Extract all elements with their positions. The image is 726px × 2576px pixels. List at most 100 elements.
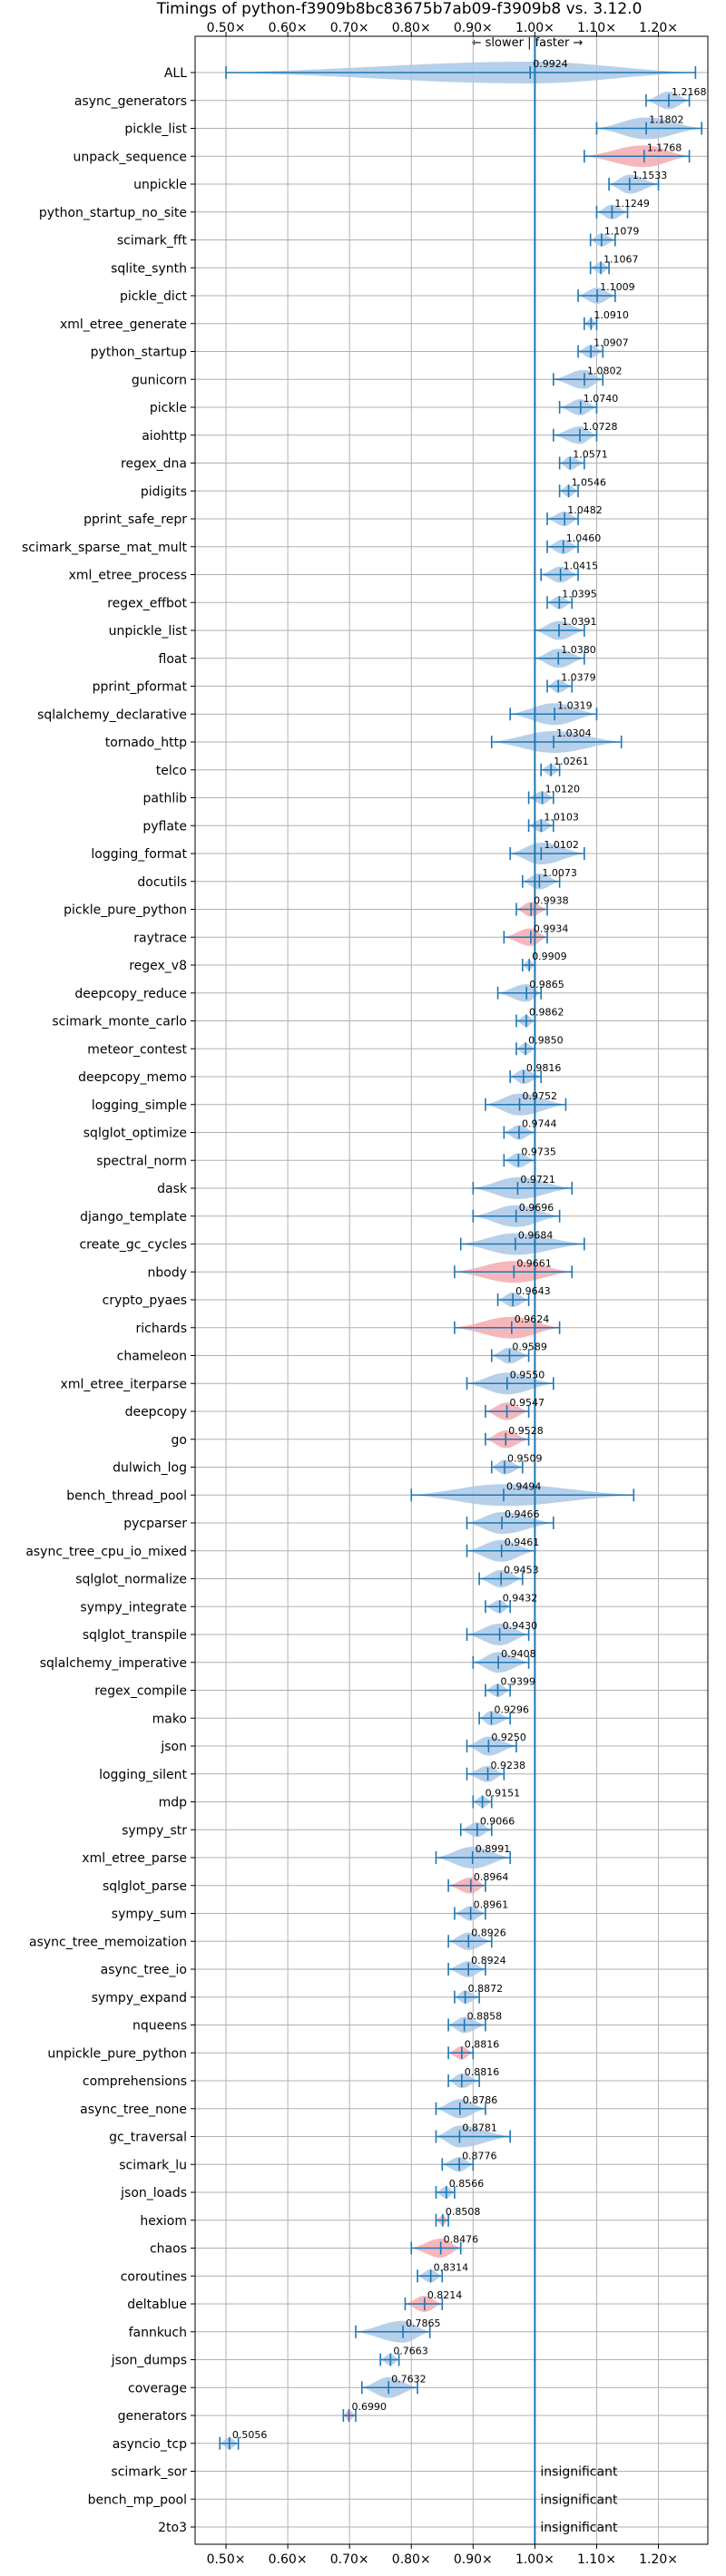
benchmark-name: sympy_integrate xyxy=(80,1600,187,1615)
benchmark-name: logging_simple xyxy=(92,1098,187,1113)
benchmark-name: ALL xyxy=(164,66,187,81)
benchmark-name: regex_effbot xyxy=(107,596,187,610)
benchmark-name: xml_etree_parse xyxy=(82,1851,187,1866)
benchmark-name: sqlglot_transpile xyxy=(83,1628,187,1643)
median-value-label: 1.1079 xyxy=(604,226,640,238)
benchmark-name: docutils xyxy=(137,875,187,890)
median-value-label: 0.8314 xyxy=(434,2261,468,2273)
median-value-label: 1.1768 xyxy=(647,141,682,153)
benchmark-name: pyflate xyxy=(142,819,187,834)
x-tick-label-bottom: 0.70× xyxy=(330,2552,369,2567)
median-value-label: 0.8214 xyxy=(427,2289,463,2301)
median-value-label: 0.7632 xyxy=(391,2373,427,2385)
benchmark-name: pprint_pformat xyxy=(93,680,188,695)
median-value-label: 0.9865 xyxy=(529,979,564,990)
benchmark-name: scimark_lu xyxy=(119,2158,187,2172)
median-value-label: 1.0380 xyxy=(561,644,596,656)
median-value-label: 0.5056 xyxy=(232,2429,268,2441)
insignificant-label: insignificant xyxy=(540,2465,618,2480)
benchmark-name: pickle_list xyxy=(124,122,187,137)
median-value-label: 0.8961 xyxy=(474,1899,509,1911)
median-value-label: 0.9735 xyxy=(521,1146,556,1157)
benchmark-name: regex_dna xyxy=(121,457,187,472)
median-value-label: 0.8858 xyxy=(467,2011,503,2023)
benchmark-name: sympy_sum xyxy=(112,1908,187,1922)
benchmark-name: bench_thread_pool xyxy=(66,1488,187,1503)
x-tick-label-top: 0.90× xyxy=(454,21,493,35)
benchmark-name: sqlglot_parse xyxy=(103,1879,187,1894)
median-value-label: 0.9466 xyxy=(505,1508,540,1520)
benchmark-name: pickle_pure_python xyxy=(64,903,187,918)
benchmark-name: crypto_pyaes xyxy=(103,1293,187,1308)
benchmark-name: logging_silent xyxy=(99,1768,187,1782)
median-value-label: 0.9661 xyxy=(516,1257,552,1269)
median-value-label: 1.1249 xyxy=(614,198,650,210)
x-tick-label-top: 1.00× xyxy=(515,21,554,35)
insignificant-label: insignificant xyxy=(540,2493,618,2507)
median-value-label: 1.0740 xyxy=(584,393,619,405)
median-value-label: 0.9250 xyxy=(491,1732,526,1743)
median-value-label: 0.8476 xyxy=(444,2234,478,2246)
median-value-label: 1.1067 xyxy=(603,253,639,265)
benchmark-name: chameleon xyxy=(117,1350,187,1364)
median-value-label: 0.8776 xyxy=(462,2150,497,2161)
median-value-label: 0.9399 xyxy=(500,1676,535,1688)
benchmark-name: dulwich_log xyxy=(113,1461,187,1476)
benchmark-name: django_template xyxy=(80,1210,187,1225)
benchmark-name: pathlib xyxy=(143,792,188,806)
benchmark-name: sympy_expand xyxy=(92,1991,187,2005)
benchmark-name: telco xyxy=(156,764,187,778)
median-value-label: 0.9430 xyxy=(503,1620,538,1632)
benchmark-name: unpickle_list xyxy=(109,624,188,639)
median-value-label: 0.9547 xyxy=(510,1397,545,1409)
median-value-label: 1.0103 xyxy=(544,811,579,823)
median-value-label: 0.8924 xyxy=(471,1955,506,1966)
benchmark-name: xml_etree_generate xyxy=(60,317,187,332)
median-value-label: 1.0319 xyxy=(557,699,593,711)
median-value-label: 0.9938 xyxy=(534,895,569,907)
median-value-label: 1.2168 xyxy=(672,86,707,98)
grid: 0.50× 0.50× 0.60× 0.60× 0.70× 0.70× 0.80× 0.80×… xyxy=(191,21,708,2567)
benchmark-name: sqlglot_normalize xyxy=(75,1573,187,1587)
benchmark-name: sqlglot_optimize xyxy=(83,1127,187,1141)
benchmark-name: sqlalchemy_imperative xyxy=(40,1656,187,1671)
benchmark-name: scimark_sparse_mat_mult xyxy=(22,541,187,555)
benchmark-name: unpack_sequence xyxy=(74,150,187,164)
median-value-label: 1.0907 xyxy=(594,337,629,349)
benchmark-name: unpickle xyxy=(133,178,187,192)
median-value-label: 0.9550 xyxy=(510,1369,545,1381)
benchmark-name: chaos xyxy=(150,2242,187,2257)
median-value-label: 0.9909 xyxy=(532,951,567,962)
benchmark-name: comprehensions xyxy=(83,2074,187,2089)
violins xyxy=(219,62,702,2450)
benchmark-name: bench_mp_pool xyxy=(88,2493,187,2507)
median-value-label: 0.9721 xyxy=(520,1174,555,1186)
benchmark-name: float xyxy=(159,652,188,667)
benchmark-name: sqlalchemy_declarative xyxy=(37,707,187,722)
median-value-label: 1.0910 xyxy=(594,309,629,321)
median-value-label: 0.6990 xyxy=(352,2401,388,2413)
benchmark-name: pidigits xyxy=(141,484,187,499)
benchmark-name: pickle_dict xyxy=(120,289,188,304)
median-value-label: 1.0395 xyxy=(562,588,597,600)
median-value-label: 0.8786 xyxy=(463,2094,497,2106)
insignificant-label: insignificant xyxy=(540,2521,618,2535)
median-value-label: 0.9924 xyxy=(533,58,568,70)
x-tick-label-top: 1.10× xyxy=(577,21,616,35)
median-value-label: 0.9432 xyxy=(503,1592,538,1604)
median-value-label: 0.8991 xyxy=(476,1843,511,1855)
median-value-label: 1.0546 xyxy=(572,476,607,488)
median-value-label: 0.9453 xyxy=(504,1565,539,1576)
median-value-label: 1.0802 xyxy=(587,365,623,376)
benchmark-name: create_gc_cycles xyxy=(79,1238,187,1253)
median-value-label: 1.0379 xyxy=(561,672,596,684)
benchmark-name: asyncio_tcp xyxy=(113,2437,187,2452)
benchmark-name: regex_compile xyxy=(94,1684,187,1699)
median-value-label: 1.0304 xyxy=(556,727,592,739)
median-value-label: 1.0571 xyxy=(573,449,608,461)
benchmark-name: deltablue xyxy=(127,2298,187,2312)
benchmark-name: async_tree_cpu_io_mixed xyxy=(25,1545,187,1559)
median-value-label: 0.9862 xyxy=(529,1007,564,1019)
median-value-label: 0.8816 xyxy=(465,2066,500,2078)
